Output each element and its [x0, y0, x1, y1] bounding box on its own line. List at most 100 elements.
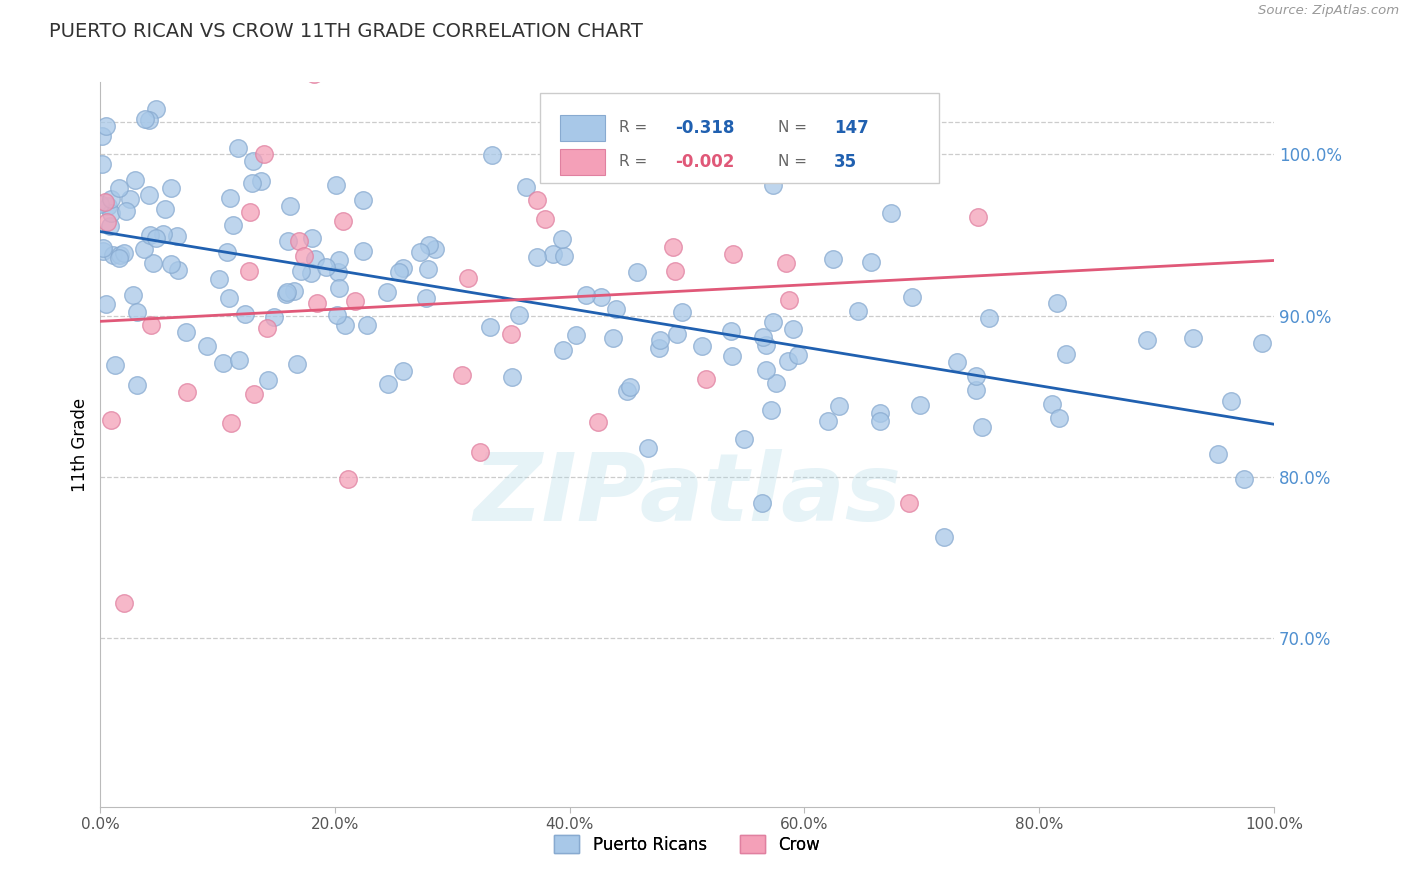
- Point: [218, 191, 240, 205]
- Point: [145, 231, 167, 245]
- Point: [415, 291, 437, 305]
- Point: [468, 444, 491, 458]
- Point: [690, 339, 713, 353]
- Point: [589, 290, 612, 304]
- Point: [138, 188, 160, 202]
- Point: [451, 368, 474, 383]
- Point: [765, 376, 787, 390]
- Text: R =: R =: [619, 154, 652, 169]
- Point: [152, 227, 174, 241]
- Point: [122, 287, 145, 301]
- Point: [664, 264, 686, 278]
- Point: [352, 244, 374, 259]
- Text: Source: ZipAtlas.com: Source: ZipAtlas.com: [1258, 4, 1399, 18]
- Point: [142, 256, 165, 270]
- Point: [239, 205, 262, 219]
- Point: [734, 432, 756, 446]
- Point: [299, 266, 322, 280]
- Point: [195, 339, 218, 353]
- Point: [416, 262, 439, 277]
- Point: [1047, 410, 1070, 425]
- Point: [108, 180, 131, 194]
- Point: [93, 244, 115, 258]
- Text: PUERTO RICAN VS CROW 11TH GRADE CORRELATION CHART: PUERTO RICAN VS CROW 11TH GRADE CORRELAT…: [49, 22, 643, 41]
- Point: [233, 306, 256, 320]
- Point: [821, 252, 844, 266]
- Point: [662, 240, 685, 254]
- Point: [257, 374, 280, 388]
- Point: [127, 377, 149, 392]
- Text: -0.002: -0.002: [675, 153, 735, 170]
- Point: [332, 214, 354, 228]
- Text: N =: N =: [778, 154, 811, 169]
- Point: [124, 172, 146, 186]
- Point: [720, 324, 742, 338]
- Point: [208, 271, 231, 285]
- Point: [222, 219, 245, 233]
- FancyBboxPatch shape: [540, 93, 939, 184]
- Point: [551, 343, 574, 357]
- Point: [817, 414, 839, 428]
- Text: 35: 35: [834, 153, 858, 170]
- Text: ZIPatlas: ZIPatlas: [472, 450, 901, 541]
- Point: [218, 291, 240, 305]
- Point: [139, 227, 162, 242]
- Point: [103, 248, 125, 262]
- Point: [755, 363, 778, 377]
- Point: [425, 242, 447, 256]
- Point: [304, 252, 326, 266]
- Point: [787, 349, 810, 363]
- Point: [869, 414, 891, 428]
- Point: [108, 248, 131, 262]
- Point: [112, 245, 135, 260]
- Point: [602, 331, 624, 345]
- Point: [908, 398, 931, 412]
- Point: [375, 285, 398, 300]
- Point: [217, 245, 239, 260]
- Point: [98, 219, 121, 233]
- Point: [242, 387, 264, 401]
- Point: [153, 202, 176, 216]
- Y-axis label: 11th Grade: 11th Grade: [72, 397, 89, 491]
- Point: [287, 234, 309, 248]
- Point: [315, 260, 337, 275]
- Point: [278, 199, 301, 213]
- Point: [145, 103, 167, 117]
- Point: [457, 271, 479, 285]
- Point: [586, 415, 609, 429]
- Point: [333, 318, 356, 333]
- Point: [481, 148, 503, 162]
- Point: [775, 256, 797, 270]
- Point: [388, 264, 411, 278]
- Point: [695, 372, 717, 386]
- Point: [965, 369, 987, 384]
- Point: [721, 247, 744, 261]
- Point: [898, 495, 921, 509]
- Point: [90, 156, 112, 170]
- Point: [226, 141, 249, 155]
- Point: [901, 290, 924, 304]
- Point: [160, 181, 183, 195]
- Point: [666, 326, 689, 341]
- Point: [356, 318, 378, 333]
- Point: [94, 297, 117, 311]
- Point: [96, 214, 118, 228]
- Point: [508, 308, 530, 322]
- Point: [94, 195, 117, 210]
- Point: [328, 281, 350, 295]
- Point: [166, 263, 188, 277]
- Point: [132, 242, 155, 256]
- Point: [869, 406, 891, 420]
- Point: [277, 235, 299, 249]
- Point: [91, 128, 114, 143]
- Legend: Puerto Ricans, Crow: Puerto Ricans, Crow: [547, 829, 827, 860]
- Point: [762, 178, 785, 192]
- Point: [240, 176, 263, 190]
- Point: [945, 355, 967, 369]
- Point: [648, 341, 671, 355]
- Point: [176, 325, 198, 339]
- Point: [1054, 346, 1077, 360]
- Point: [283, 285, 305, 299]
- Point: [759, 402, 782, 417]
- Point: [263, 310, 285, 325]
